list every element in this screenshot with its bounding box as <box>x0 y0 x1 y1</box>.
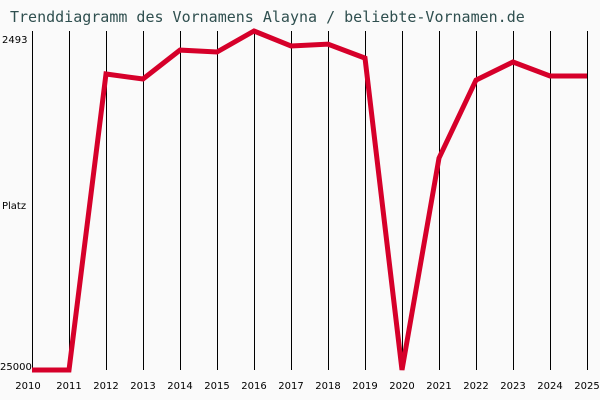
x-axis-label-2013: 2013 <box>130 381 156 392</box>
x-axis-label-2021: 2021 <box>426 381 452 392</box>
x-axis-label-2012: 2012 <box>93 381 119 392</box>
x-axis-label-2025: 2025 <box>574 381 600 392</box>
x-axis-label-2017: 2017 <box>278 381 304 392</box>
x-axis-label-2024: 2024 <box>537 381 563 392</box>
vertical-gridlines <box>32 31 588 370</box>
x-axis-label-2020: 2020 <box>389 381 415 392</box>
x-axis-label-2016: 2016 <box>241 381 267 392</box>
x-axis-label-2023: 2023 <box>500 381 526 392</box>
y-axis-top-label: 2493 <box>2 35 28 46</box>
x-axis-label-2022: 2022 <box>463 381 489 392</box>
trend-line <box>32 28 587 373</box>
x-axis-label-2018: 2018 <box>315 381 341 392</box>
x-axis-label-2015: 2015 <box>204 381 230 392</box>
chart-title: Trenddiagramm des Vornamens Alayna / bel… <box>10 8 525 26</box>
x-axis-label-2019: 2019 <box>352 381 378 392</box>
y-axis-bottom-label: 25000 <box>0 362 32 373</box>
x-axis-label-2014: 2014 <box>167 381 193 392</box>
y-axis-title: Platz <box>2 201 27 212</box>
x-axis-label-2010: 2010 <box>15 381 41 392</box>
x-axis-label-2011: 2011 <box>56 381 82 392</box>
